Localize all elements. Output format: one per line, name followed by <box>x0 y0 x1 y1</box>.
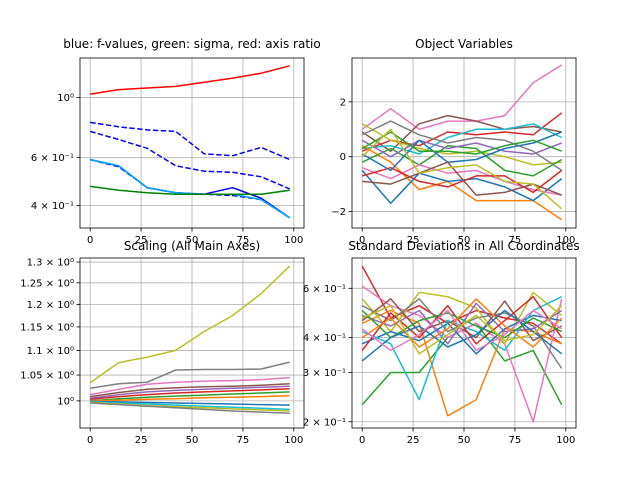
series-line-13 <box>361 131 562 172</box>
series-line-10 <box>90 401 290 411</box>
x-tick-label: 100 <box>556 435 575 446</box>
panel-scaling: 0 25 50 75 100 10⁰ 1.05 × 10⁰ 1.1 × 10⁰ 1.15 × 1… <box>20 239 305 446</box>
y-tick-label: 1.15 × 10⁰ <box>20 322 74 333</box>
y-tick-label: 1.3 × 10⁰ <box>27 258 74 269</box>
series-line-14 <box>361 131 562 155</box>
series-line-16 <box>361 128 563 210</box>
y-tick-label: −2 <box>331 207 346 218</box>
series-line-7 <box>90 391 290 402</box>
series-line-2 <box>90 361 290 390</box>
chart-title: Scaling (All Main Axes) <box>124 239 260 253</box>
x-tick-label: 100 <box>284 235 303 246</box>
series-line-1 <box>89 265 291 384</box>
x-tick-label: 25 <box>407 235 420 246</box>
y-tick-label: 4 × 10⁻¹ <box>31 201 74 212</box>
y-tick-label: 0 <box>340 152 346 163</box>
y-tick-label: 6 × 10⁻¹ <box>31 153 74 164</box>
series-line-12 <box>361 309 563 339</box>
series-line-11 <box>361 164 562 196</box>
y-tick-label: 3 × 10⁻¹ <box>303 368 346 379</box>
x-tick-label: 50 <box>458 235 471 246</box>
series-line-7 <box>361 169 563 205</box>
x-tick-label: 100 <box>284 435 303 446</box>
x-tick-label: 25 <box>135 435 148 446</box>
series-line-16 <box>361 304 563 355</box>
x-tick-label: 50 <box>458 435 471 446</box>
y-tick-label: 2 × 10⁻¹ <box>303 417 346 428</box>
series-line-5 <box>90 385 290 399</box>
y-tick-label: 10⁰ <box>57 396 74 407</box>
x-tick-label: 50 <box>186 435 199 446</box>
x-tick-label: 0 <box>359 235 365 246</box>
y-tick-label: 6 × 10⁻¹ <box>303 284 346 295</box>
y-tick-label: 1.25 × 10⁰ <box>20 278 74 289</box>
series-line-12 <box>90 402 290 414</box>
series-line-13 <box>361 298 563 348</box>
panel-standard-deviations: 0 25 50 75 100 2 × 10⁻¹ 3 × 10⁻¹ 4 × 10⁻¹ 6 × 10… <box>303 239 580 446</box>
series-line-3 <box>89 130 290 190</box>
series-line-6 <box>361 145 563 221</box>
chart-title: Object Variables <box>415 37 513 51</box>
panel-object-variables: 0 25 50 75 100 −2 0 2 Object Variables <box>331 37 577 246</box>
series-line-9 <box>361 139 562 158</box>
y-tick-label: 4 × 10⁻¹ <box>303 333 346 344</box>
y-tick-label: 1.05 × 10⁰ <box>20 371 74 382</box>
series-line-14 <box>361 309 563 362</box>
series-line-4 <box>90 382 290 398</box>
y-tick-label: 1.2 × 10⁰ <box>27 300 74 311</box>
x-tick-label: 25 <box>135 235 148 246</box>
series-line-6 <box>90 388 290 401</box>
x-tick-label: 50 <box>186 235 199 246</box>
y-tick-label: 10⁰ <box>57 93 74 104</box>
x-tick-label: 0 <box>87 235 93 246</box>
series-line-8 <box>361 298 563 342</box>
x-tick-label: 100 <box>556 235 575 246</box>
chart-title: Standard Deviations in All Coordinates <box>348 239 579 253</box>
chart-title: blue: f-values, green: sigma, red: axis … <box>63 37 320 51</box>
series-line-2 <box>90 121 290 161</box>
series-line-8 <box>361 144 563 177</box>
x-tick-label: 0 <box>359 435 365 446</box>
x-tick-label: 75 <box>237 435 250 446</box>
series-line-7 <box>90 185 290 195</box>
series-line-15 <box>361 309 563 352</box>
series-line-9 <box>90 400 290 406</box>
series-line-8 <box>90 394 290 402</box>
x-tick-label: 0 <box>87 435 93 446</box>
x-tick-label: 75 <box>509 435 522 446</box>
x-tick-label: 75 <box>237 235 250 246</box>
y-tick-label: 2 <box>340 97 346 108</box>
series-line-4 <box>362 123 563 155</box>
panel-f-values: 0 25 50 75 100 4 × 10⁻¹ 6 × 10⁻¹ 10⁰ blue: f-val… <box>31 37 321 246</box>
series-line-10 <box>361 120 563 172</box>
series-line-15 <box>362 161 562 196</box>
series-line-1 <box>361 64 563 131</box>
series-line-3 <box>90 376 290 396</box>
x-tick-label: 25 <box>407 435 420 446</box>
series-line-12 <box>361 166 563 194</box>
y-tick-label: 1.1 × 10⁰ <box>27 346 74 357</box>
series-line-1 <box>90 65 290 95</box>
series-line-1 <box>361 265 563 345</box>
x-tick-label: 75 <box>509 235 522 246</box>
series-line-9 <box>361 296 563 401</box>
